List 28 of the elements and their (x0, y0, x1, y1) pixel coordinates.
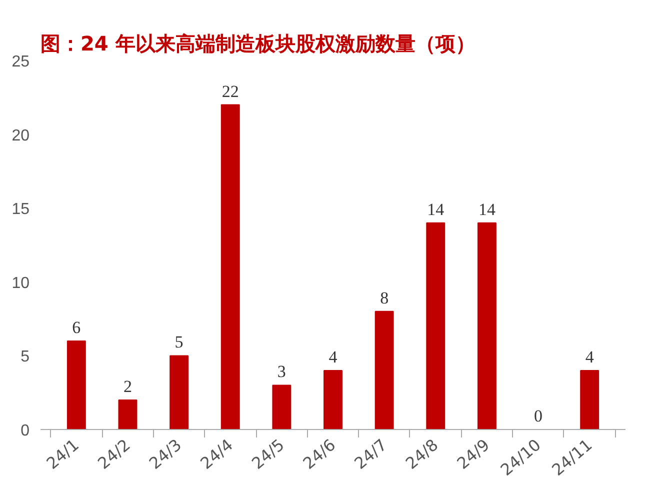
bar (374, 310, 394, 430)
data-label: 4 (585, 347, 594, 366)
bar (272, 384, 292, 430)
data-label: 14 (478, 200, 496, 219)
y-tick-label: 20 (12, 127, 30, 144)
chart-title: 图：24 年以来高端制造板块股权激励数量（项） (40, 32, 476, 56)
bar (426, 222, 446, 430)
data-label: 2 (123, 376, 132, 396)
y-tick-label: 5 (20, 348, 30, 366)
data-label: 3 (277, 362, 286, 382)
data-label: 4 (328, 347, 338, 366)
data-label: 22 (222, 82, 239, 101)
data-label: 5 (174, 332, 184, 352)
bar (118, 399, 138, 430)
data-label: 14 (427, 200, 445, 219)
y-tick-label: 10 (12, 274, 30, 292)
bar (324, 370, 342, 430)
bar (220, 104, 240, 430)
bar (477, 222, 496, 430)
y-tick-label: 15 (12, 201, 30, 218)
data-label: 8 (380, 288, 389, 308)
data-label: 6 (72, 318, 81, 337)
data-label: 0 (534, 406, 543, 426)
bar (170, 355, 189, 430)
bar (580, 370, 600, 430)
y-tick-label: 0 (20, 422, 30, 440)
bar (66, 340, 86, 430)
y-tick-label: 25 (12, 54, 30, 70)
